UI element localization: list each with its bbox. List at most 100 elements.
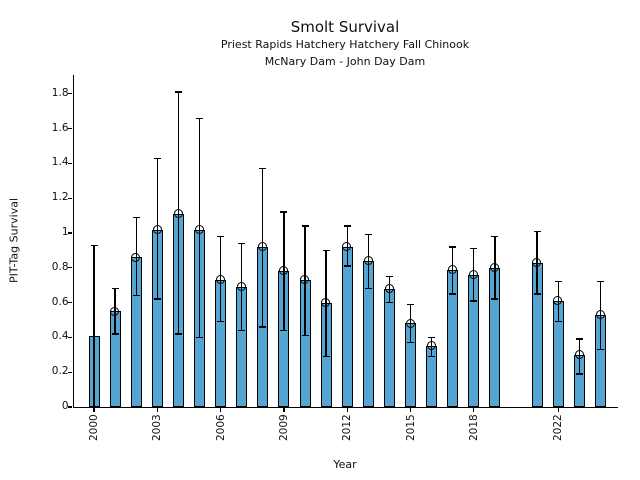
error-cap-lo-2007 (238, 329, 246, 332)
error-cap-hi-2008 (259, 167, 267, 170)
y-axis-tick-label: 0.4 (51, 330, 69, 343)
point-marker-2009 (279, 266, 289, 276)
y-axis-tick (68, 127, 73, 130)
error-cap-hi-2017 (449, 246, 457, 248)
x-axis-tick-label: 2018 (467, 414, 480, 441)
point-marker-2021 (532, 257, 542, 267)
error-cap-lo-2012 (343, 265, 351, 267)
point-marker-2012 (342, 242, 352, 252)
point-marker-2003 (152, 224, 162, 234)
error-cap-lo-2019 (491, 298, 499, 300)
point-marker-2010 (300, 275, 310, 285)
y-axis-tick (68, 232, 73, 234)
error-cap-hi-2013 (364, 234, 372, 236)
x-axis-tick (409, 408, 412, 413)
error-cap-hi-2024 (596, 281, 604, 283)
point-marker-2017 (447, 264, 457, 274)
plot-area: 0 0.2 0.4 0.6 0.8 1 1.2 1.4 1.6 1.8 2000 2003 2006 20… (52, 75, 618, 441)
x-axis-tick-label: 2015 (404, 414, 417, 441)
x-axis-tick-label: 2000 (88, 414, 100, 441)
error-cap-lo-2004 (174, 333, 182, 335)
chart-subtitle-line1: Priest Rapids Hatchery Hatchery Fall Chi… (220, 38, 470, 52)
bar-2012 (341, 246, 353, 407)
point-marker-2011 (321, 297, 331, 307)
point-marker-2007 (236, 282, 246, 292)
error-cap-lo-2002 (132, 294, 140, 297)
x-axis-tick-label: 2022 (552, 414, 565, 441)
y-axis-tick-label: 1.2 (51, 191, 69, 204)
y-axis-tick (68, 336, 73, 339)
error-cap-hi-2016 (428, 336, 436, 339)
y-axis-tick-label: 0.6 (51, 295, 69, 308)
error-cap-lo-2024 (596, 348, 604, 351)
y-axis-tick (68, 301, 73, 304)
error-cap-hi-2009 (280, 211, 288, 213)
point-marker-2018 (469, 269, 478, 279)
error-cap-hi-2000 (90, 244, 98, 246)
error-cap-hi-2015 (407, 303, 414, 305)
point-marker-2014 (384, 283, 394, 293)
y-axis-tick-label: 1.8 (51, 86, 69, 99)
error-cap-hi-2021 (533, 230, 541, 232)
error-cap-hi-2010 (301, 225, 309, 227)
error-cap-hi-2006 (217, 235, 225, 238)
point-marker-2002 (131, 252, 141, 262)
error-cap-lo-2005 (196, 336, 203, 339)
point-marker-2019 (490, 263, 500, 272)
error-cap-lo-2018 (470, 300, 478, 302)
error-cap-lo-2022 (554, 321, 562, 323)
x-axis-tick (283, 408, 285, 413)
error-cap-hi-2012 (343, 225, 351, 227)
y-axis-tick (68, 371, 73, 373)
error-cap-lo-2014 (385, 301, 393, 304)
point-marker-2022 (553, 296, 563, 306)
x-axis-tick-label: 2009 (277, 414, 290, 441)
y-axis-tick-label: 1.4 (51, 156, 69, 169)
error-cap-hi-2018 (470, 248, 478, 250)
error-cap-lo-2003 (153, 298, 161, 300)
error-cap-lo-2009 (280, 329, 288, 332)
y-axis-tick (68, 197, 73, 199)
error-cap-hi-2011 (322, 249, 330, 252)
x-axis-tick (93, 408, 95, 413)
error-bar-2000 (93, 245, 95, 407)
point-marker-2015 (405, 318, 415, 328)
error-cap-lo-2017 (449, 293, 457, 295)
y-axis-tick-label: 1.6 (51, 121, 69, 134)
x-axis-label: Year (333, 458, 357, 471)
x-axis-tick (473, 408, 475, 413)
error-cap-lo-2013 (364, 288, 372, 290)
error-cap-hi-2005 (196, 117, 203, 119)
error-cap-lo-2008 (259, 326, 267, 328)
y-axis-tick-label: 0 (61, 400, 69, 412)
y-axis-tick-label: 0.2 (51, 365, 69, 378)
point-marker-2008 (258, 242, 267, 252)
point-marker-2016 (426, 341, 436, 351)
error-cap-hi-2001 (111, 288, 119, 290)
point-marker-2006 (215, 275, 225, 285)
x-axis-tick (156, 408, 158, 413)
point-marker-2013 (363, 256, 373, 266)
error-cap-lo-2023 (575, 373, 583, 375)
y-axis-tick-label: 0.8 (51, 260, 69, 273)
error-cap-hi-2019 (491, 235, 499, 238)
error-cap-lo-2021 (533, 293, 541, 295)
x-axis-tick-label: 2006 (214, 414, 227, 441)
error-cap-hi-2007 (238, 242, 246, 245)
y-axis-tick (68, 406, 73, 408)
y-axis-tick (68, 162, 73, 165)
y-axis-tick-label: 1 (61, 226, 69, 238)
x-axis-tick (219, 408, 222, 413)
point-marker-2024 (595, 309, 605, 319)
error-cap-hi-2002 (132, 216, 140, 218)
error-cap-hi-2004 (174, 91, 182, 93)
error-cap-hi-2014 (385, 275, 393, 278)
error-cap-hi-2003 (153, 157, 161, 159)
error-cap-hi-2022 (554, 281, 562, 283)
error-cap-lo-2006 (217, 321, 225, 323)
bar-2014 (383, 288, 395, 407)
point-marker-2001 (110, 306, 120, 316)
x-axis-tick (557, 408, 559, 413)
y-axis-label: PIT-Tag Survival (7, 198, 21, 284)
